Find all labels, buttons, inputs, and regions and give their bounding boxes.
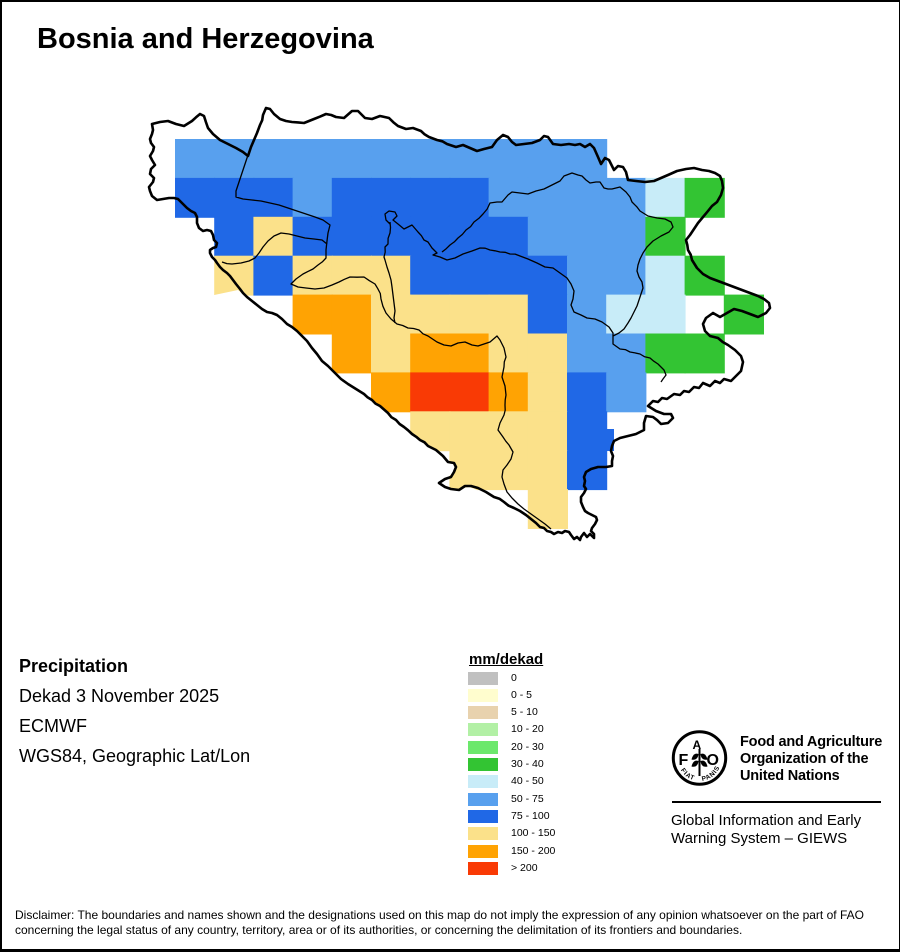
svg-text:O: O <box>707 752 719 769</box>
svg-text:F: F <box>679 752 689 769</box>
svg-text:A: A <box>693 738 702 752</box>
